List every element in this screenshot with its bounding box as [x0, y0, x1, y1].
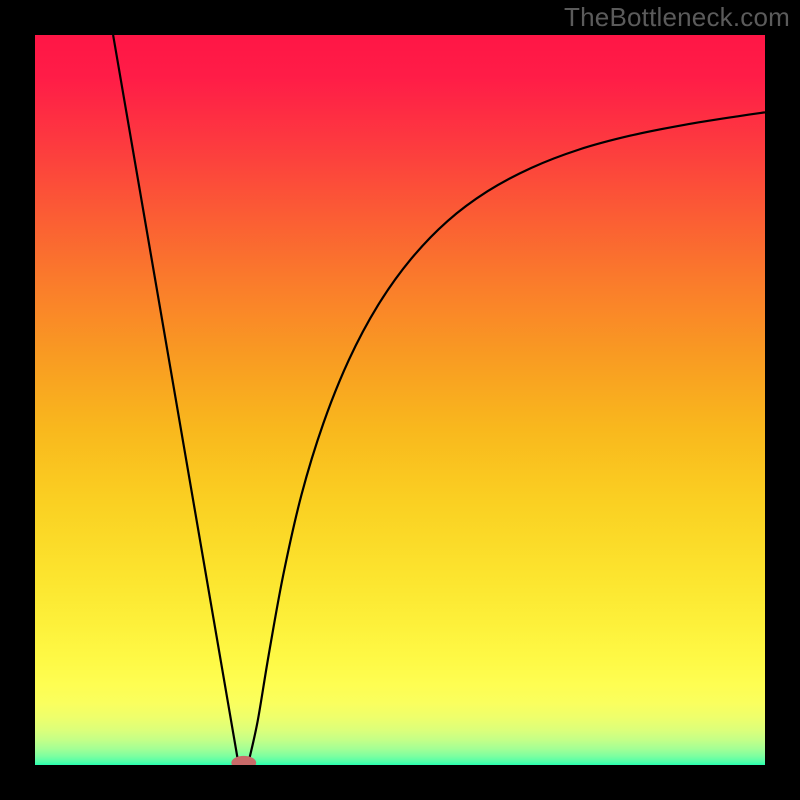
watermark-text: TheBottleneck.com [564, 2, 790, 33]
bottleneck-chart [35, 35, 765, 765]
chart-frame: TheBottleneck.com [0, 0, 800, 800]
gradient-background [35, 35, 765, 765]
